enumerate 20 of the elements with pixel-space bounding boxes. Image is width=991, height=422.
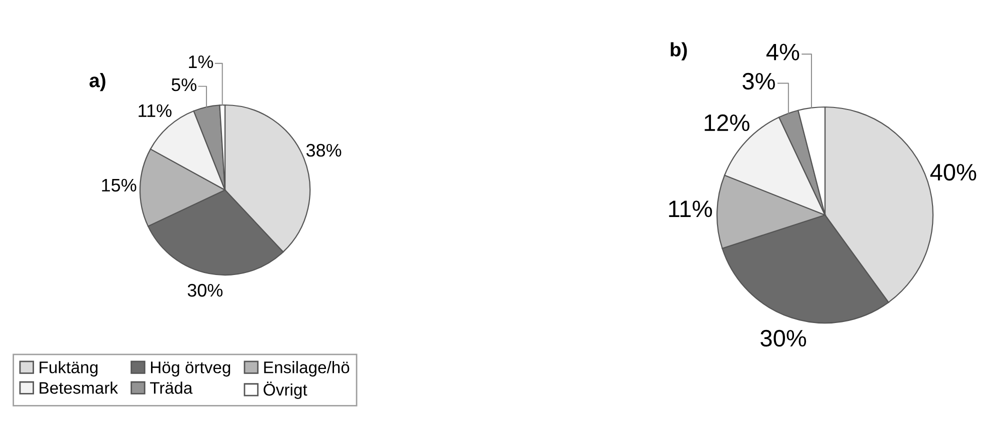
data-label: 4% <box>766 44 800 60</box>
data-label: 3% <box>742 72 775 90</box>
data-label: 15% <box>102 178 136 192</box>
data-label: 30% <box>188 284 223 297</box>
text: a) <box>90 73 106 92</box>
data-label: 11% <box>138 104 172 117</box>
data-label: 1% <box>188 55 214 68</box>
data-label: 12% <box>704 114 750 132</box>
legend-label: Hög örtveg <box>151 362 230 377</box>
data-label: 5% <box>172 78 196 92</box>
legend-label: Betesmark <box>40 382 118 394</box>
data-label: 11% <box>669 200 712 218</box>
legend-label: Träda <box>150 382 193 394</box>
legend-label: Övrigt <box>264 382 308 399</box>
legend-label: Fuktäng <box>40 361 98 377</box>
legend-label: Ensilage/hö <box>264 361 350 377</box>
data-label: 38% <box>306 144 342 157</box>
chart-title: b) <box>670 42 687 60</box>
data-label: 30% <box>760 330 806 347</box>
data-label: 40% <box>930 164 976 181</box>
